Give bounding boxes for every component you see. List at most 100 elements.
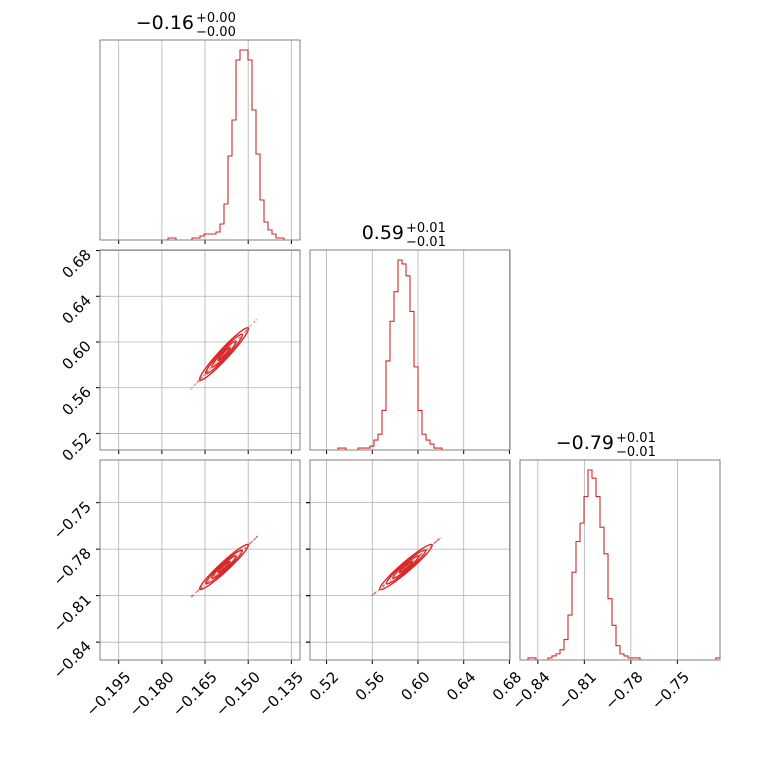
x-axis-labels-0: −0.195−0.180−0.165−0.150−0.135 <box>82 668 307 720</box>
scatter-point <box>428 546 431 549</box>
scatter-point <box>375 590 378 593</box>
scatter-point <box>239 550 242 553</box>
x-tick-label: 0.64 <box>443 668 479 704</box>
scatter-point <box>202 374 205 377</box>
scatter-point <box>200 586 203 589</box>
histogram-series-0 <box>100 49 300 241</box>
scatter-point <box>253 538 255 541</box>
x-tick-label: −0.195 <box>82 668 134 720</box>
contour-level-1 <box>217 346 231 362</box>
scatter-point <box>238 552 241 555</box>
scatter-point <box>189 388 192 391</box>
contour-level-2 <box>211 340 237 368</box>
scatter-point <box>419 553 422 556</box>
scatter-point <box>244 330 247 333</box>
scatter-point <box>206 370 209 373</box>
scatter-point <box>202 374 205 377</box>
scatter-point <box>206 370 209 373</box>
x-tick-label: 0.52 <box>306 668 342 704</box>
scatter-point <box>413 559 416 561</box>
scatter-point <box>372 593 375 596</box>
scatter-point <box>373 592 375 595</box>
y-tick-label: 0.68 <box>58 246 94 282</box>
scatter-point <box>419 553 422 556</box>
scatter-point <box>196 590 199 593</box>
scatter-point <box>197 379 200 382</box>
scatter-point <box>249 542 251 545</box>
scatter-point <box>437 538 440 541</box>
histogram-panel-2 <box>519 459 721 661</box>
title-plus: +0.00 <box>196 11 236 26</box>
scatter-point <box>382 585 384 587</box>
scatter-point <box>213 574 216 577</box>
x-tick-label: −0.150 <box>212 668 264 720</box>
x-tick-label: 0.56 <box>352 668 388 704</box>
scatter-point <box>238 337 240 339</box>
scatter-point <box>250 324 252 327</box>
scatter-point <box>437 538 439 541</box>
scatter-point <box>209 367 212 370</box>
scatter-point <box>422 551 425 553</box>
scatter-point <box>200 586 203 589</box>
scatter-point <box>197 589 200 592</box>
scatter-frame-1-2 <box>309 459 511 661</box>
scatter-point <box>191 594 194 597</box>
scatter-point <box>193 384 196 387</box>
contour-level-3 <box>205 549 244 585</box>
scatter-point <box>202 584 205 587</box>
scatter-point <box>435 540 438 542</box>
title-plus: +0.01 <box>616 431 656 446</box>
scatter-point <box>383 584 385 587</box>
scatter-point <box>253 538 256 541</box>
contour-level-2 <box>392 554 420 579</box>
contour-level-4 <box>198 327 250 381</box>
x-axis-labels-2: −0.84 −0.81 −0.78 −0.75 <box>508 668 693 713</box>
scatter-point <box>239 336 242 338</box>
scatter-point <box>206 581 209 583</box>
scatter-point <box>390 579 392 581</box>
histogram-series-2 <box>520 469 720 661</box>
y-axis-labels-2: −0.84−0.81−0.78−0.75 <box>50 498 95 683</box>
scatter-point <box>371 594 374 597</box>
scatter-point <box>191 386 194 389</box>
title-median: −0.16 <box>136 12 194 34</box>
scatter-point <box>440 536 442 539</box>
scatter-frame-0-2 <box>99 459 301 661</box>
scatter-point <box>434 541 437 544</box>
histogram-series-1 <box>310 259 510 451</box>
scatter-point <box>245 329 248 331</box>
scatter-point <box>244 547 247 549</box>
scatter-point <box>239 336 242 339</box>
scatter-point <box>382 584 385 587</box>
scatter-point <box>253 321 256 324</box>
contour-level-3 <box>385 549 427 585</box>
contour-level-3 <box>204 333 244 375</box>
y-tick-label: −0.78 <box>50 544 95 589</box>
scatter-point <box>215 361 218 364</box>
scatter-panel-0-1 <box>189 318 258 391</box>
scatter-point <box>436 539 439 542</box>
scatter-point <box>255 536 258 539</box>
scatter-point <box>249 325 251 328</box>
scatter-point <box>254 537 257 540</box>
title-minus: −0.01 <box>616 445 656 460</box>
scatter-panel-1-2 <box>371 536 442 597</box>
scatter-point <box>200 376 203 379</box>
y-tick-label: 0.64 <box>58 291 94 327</box>
scatter-point <box>194 591 197 594</box>
scatter-point <box>207 580 210 583</box>
scatter-point <box>198 380 200 382</box>
scatter-point <box>244 546 247 548</box>
scatter-point <box>195 382 197 385</box>
scatter-point <box>429 545 432 547</box>
y-tick-label: −0.84 <box>50 637 95 682</box>
x-tick-label: −0.180 <box>126 668 178 720</box>
x-axis-labels-1: 0.52 0.56 0.60 0.64 0.68 <box>306 668 525 704</box>
y-tick-label: 0.52 <box>58 429 94 465</box>
scatter-point <box>193 384 196 387</box>
scatter-point <box>200 377 202 380</box>
scatter-point <box>377 589 380 592</box>
scatter-point <box>374 591 376 594</box>
scatter-point <box>382 585 385 588</box>
